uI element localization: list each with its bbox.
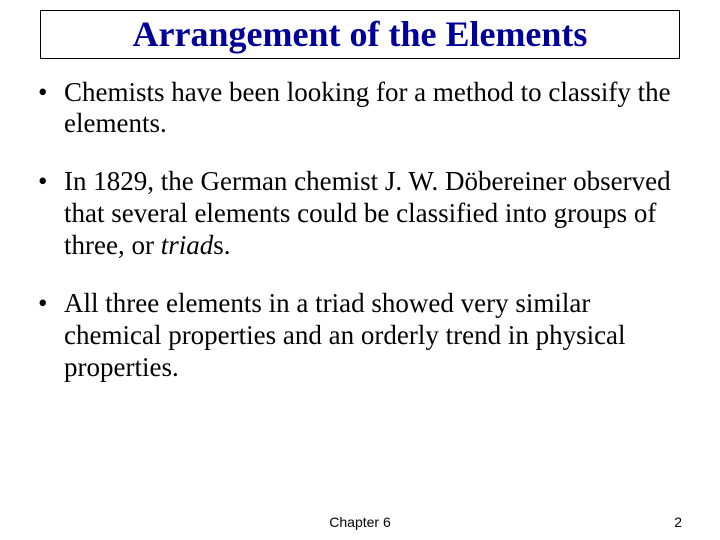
slide: Arrangement of the Elements Chemists hav… [0, 0, 720, 540]
list-item: In 1829, the German chemist J. W. Döbere… [34, 166, 692, 262]
footer-chapter: Chapter 6 [329, 514, 390, 530]
bullet-text: All three elements in a triad showed ver… [64, 288, 626, 382]
list-item: All three elements in a triad showed ver… [34, 288, 692, 384]
list-item: Chemists have been looking for a method … [34, 77, 692, 141]
bullet-text-post: s. [213, 230, 230, 260]
bullet-italic: triad [161, 230, 214, 260]
page-title: Arrangement of the Elements [51, 15, 669, 55]
bullet-text: In 1829, the German chemist J. W. Döbere… [64, 166, 671, 260]
footer-page: 2 [674, 514, 682, 530]
bullet-text: Chemists have been looking for a method … [64, 77, 671, 139]
title-box: Arrangement of the Elements [40, 10, 680, 59]
bullet-list: Chemists have been looking for a method … [28, 77, 692, 384]
